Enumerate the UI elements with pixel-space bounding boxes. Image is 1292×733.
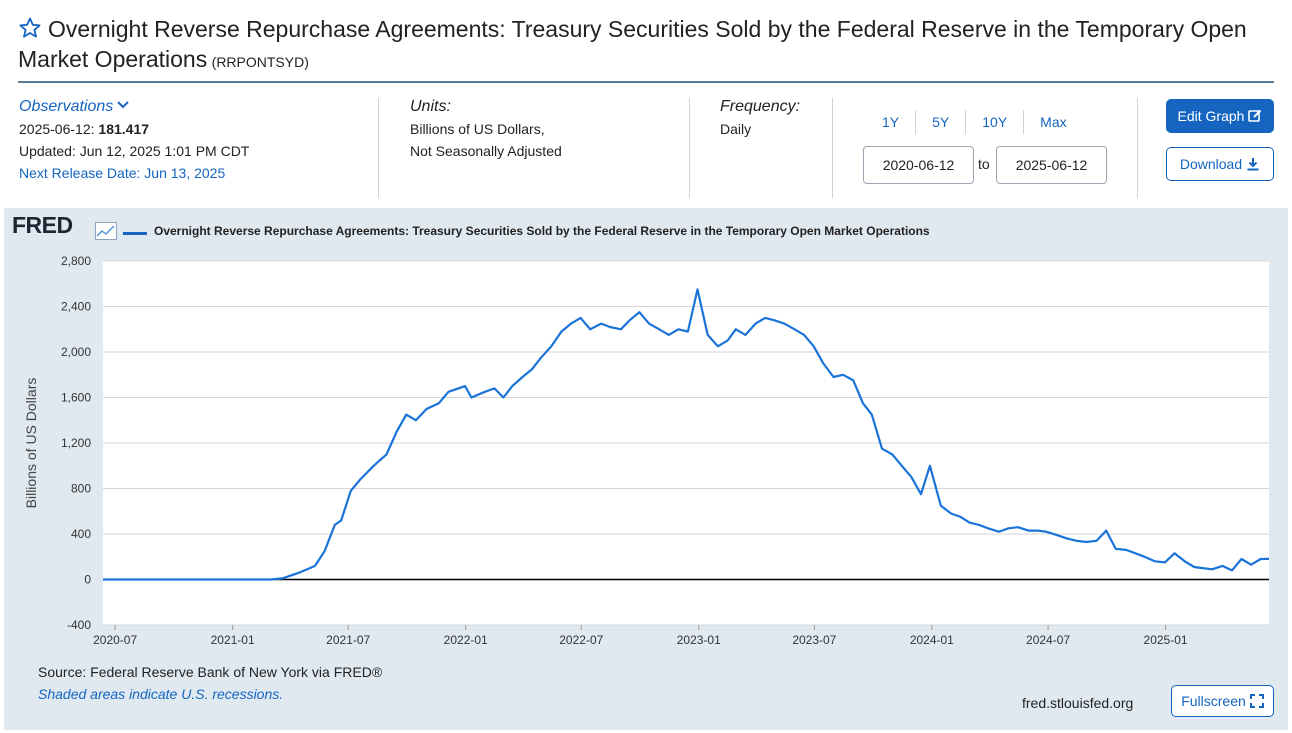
latest-observation: 2025-06-12: 181.417: [19, 118, 249, 140]
download-button[interactable]: Download: [1166, 147, 1274, 181]
fullscreen-button[interactable]: Fullscreen: [1171, 685, 1274, 717]
legend-label: Overnight Reverse Repurchase Agreements:…: [154, 224, 930, 238]
recession-note[interactable]: Shaded areas indicate U.S. recessions.: [38, 686, 284, 702]
frequency-value: Daily: [720, 121, 752, 137]
start-date-input[interactable]: 2020-06-12: [863, 146, 974, 184]
x-tick-label: 2022-01: [444, 633, 488, 647]
y-tick-label: 2,800: [61, 254, 91, 268]
x-tick-label: 2023-01: [677, 633, 721, 647]
x-tick-label: 2021-07: [326, 633, 370, 647]
divider: [378, 98, 379, 198]
observation-date: 2025-06-12:: [19, 121, 95, 137]
units-block: Units: Billions of US Dollars, Not Seaso…: [410, 96, 562, 162]
range-buttons: 1Y 5Y 10Y Max: [866, 110, 1083, 134]
star-icon[interactable]: [18, 16, 42, 40]
series-line: [103, 288, 1270, 581]
end-date-input[interactable]: 2025-06-12: [996, 146, 1107, 184]
observations-label: Observations: [19, 98, 114, 115]
x-tick-label: 2022-07: [559, 633, 603, 647]
edit-graph-button[interactable]: Edit Graph: [1166, 99, 1274, 133]
x-tick-label: 2021-01: [211, 633, 255, 647]
download-label: Download: [1179, 156, 1243, 172]
fullscreen-label: Fullscreen: [1181, 693, 1246, 709]
y-tick-label: 1,200: [61, 436, 91, 450]
frequency-block: Frequency: Daily: [720, 96, 800, 140]
to-label: to: [978, 156, 990, 172]
y-tick-label: 0: [84, 573, 91, 587]
range-1y-button[interactable]: 1Y: [882, 114, 900, 130]
fred-url[interactable]: fred.stlouisfed.org: [1022, 695, 1134, 711]
chevron-down-icon: [117, 101, 129, 109]
x-tick-label: 2025-01: [1144, 633, 1188, 647]
x-tick-label: 2024-01: [910, 633, 954, 647]
updated-text: Updated: Jun 12, 2025 1:01 PM CDT: [19, 143, 250, 159]
y-tick-label: 2,000: [61, 345, 91, 359]
chart-icon: [95, 222, 117, 240]
divider: [1137, 98, 1138, 198]
next-release-date: Next Release Date: Jun 13, 2025: [19, 165, 226, 181]
x-tick-label: 2024-07: [1026, 633, 1070, 647]
divider: [915, 110, 917, 134]
range-max-button[interactable]: Max: [1040, 114, 1067, 130]
y-axis-label: Billions of US Dollars: [23, 378, 39, 509]
header-divider: [18, 81, 1274, 83]
frequency-label: Frequency:: [720, 98, 801, 115]
y-tick-label: 2,400: [61, 300, 91, 314]
divider: [1023, 110, 1025, 134]
range-5y-button[interactable]: 5Y: [932, 114, 950, 130]
download-icon: [1247, 158, 1259, 171]
x-tick-label: 2020-07: [93, 633, 137, 647]
observations-dropdown[interactable]: Observations: [19, 96, 249, 118]
edit-graph-label: Edit Graph: [1177, 108, 1245, 124]
y-tick-label: 400: [71, 527, 91, 541]
units-line-2: Not Seasonally Adjusted: [410, 143, 562, 159]
units-line-1: Billions of US Dollars,: [410, 121, 545, 137]
range-10y-button[interactable]: 10Y: [982, 114, 1008, 130]
legend-swatch: [123, 232, 147, 235]
y-tick-label: -400: [67, 618, 91, 632]
series-title: Overnight Reverse Repurchase Agreements:…: [18, 16, 1247, 72]
y-tick-label: 1,600: [61, 391, 91, 405]
observation-value: 181.417: [98, 121, 150, 137]
fred-logo: FRED: [12, 212, 73, 238]
source-text: Source: Federal Reserve Bank of New York…: [38, 664, 383, 680]
divider: [965, 110, 967, 134]
edit-icon: [1248, 109, 1262, 122]
units-label: Units:: [410, 98, 451, 115]
series-id: (RRPONTSYD): [211, 54, 309, 70]
divider: [832, 98, 833, 198]
line-chart: -400 0 400 800 1,200 1,600 2,000 2,400 2,800 2020…: [23, 254, 1270, 647]
x-tick-label: 2023-07: [792, 633, 836, 647]
observations-block: Observations 2025-06-12: 181.417 Updated…: [19, 96, 249, 184]
y-tick-label: 800: [71, 482, 91, 496]
divider: [689, 98, 690, 198]
page-title: Overnight Reverse Repurchase Agreements:…: [18, 14, 1268, 74]
fullscreen-icon: [1249, 694, 1264, 708]
